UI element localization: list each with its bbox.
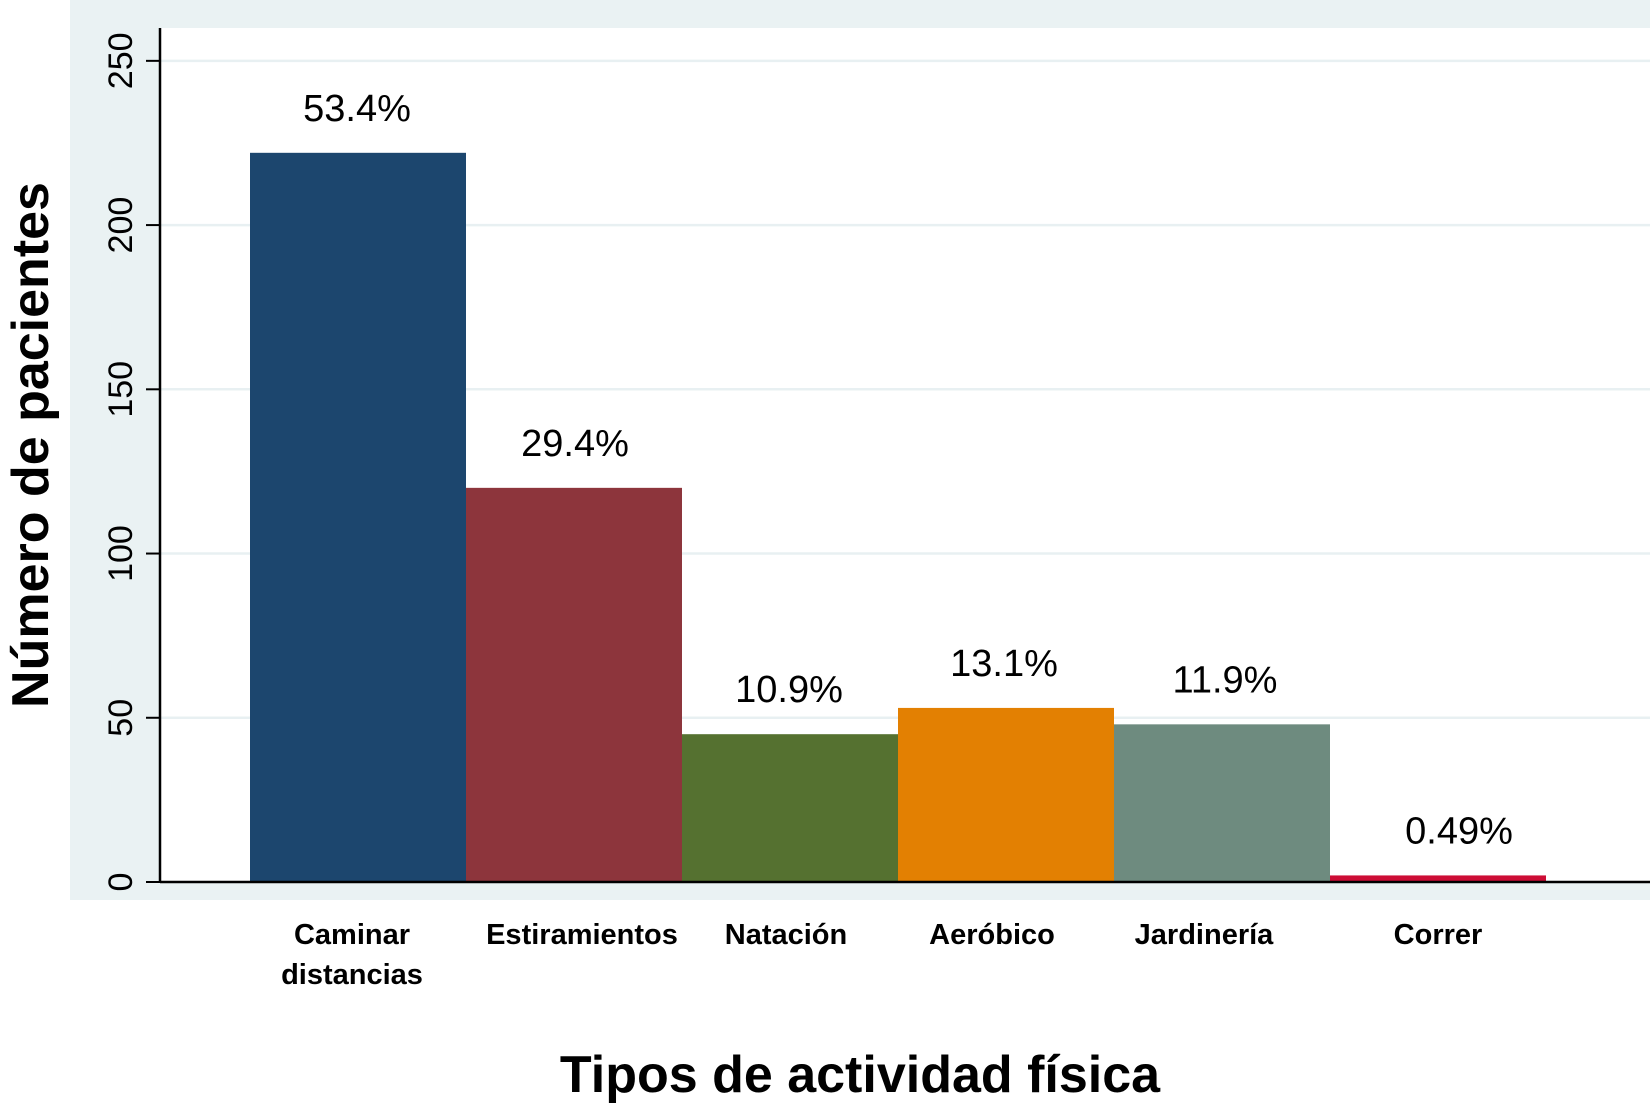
data-label: 13.1%: [950, 643, 1058, 685]
y-tick-label: 0: [102, 873, 140, 892]
y-tick-label: 200: [102, 197, 140, 254]
y-tick-label: 50: [102, 699, 140, 737]
bars: [250, 152, 1546, 883]
y-axis-title: Número de pacientes: [2, 182, 60, 708]
bar: [250, 152, 466, 883]
data-label: 29.4%: [521, 423, 629, 465]
x-tick-label: Caminar: [294, 919, 410, 951]
data-label: 53.4%: [303, 88, 411, 130]
bar: [466, 487, 682, 882]
data-label: 11.9%: [1173, 659, 1278, 701]
bar: [1330, 875, 1546, 882]
x-tick-label: Correr: [1394, 919, 1483, 951]
x-tick-label: Estiramientos: [486, 919, 678, 951]
y-tick-label: 250: [102, 32, 140, 89]
x-tick-label: Natación: [725, 919, 847, 951]
data-label: 10.9%: [735, 669, 843, 711]
x-axis-title: Tipos de actividad física: [560, 1046, 1161, 1104]
y-axis: 0 50 100 150 200 250: [102, 28, 162, 892]
x-axis: Caminar distancias Estiramientos Natación Ae…: [160, 880, 1650, 991]
bar: [682, 734, 898, 882]
x-tick-label: distancias: [281, 959, 423, 991]
y-tick-label: 150: [102, 361, 140, 418]
data-label: 0.49%: [1405, 810, 1513, 852]
x-tick-label: Aeróbico: [929, 919, 1055, 951]
x-tick-label: Jardinería: [1135, 919, 1274, 951]
data-labels: 53.4% 29.4% 10.9% 13.1% 11.9% 0.49%: [303, 88, 1513, 853]
bar: [1114, 724, 1330, 882]
bar: [898, 707, 1114, 882]
y-tick-label: 100: [102, 525, 140, 582]
